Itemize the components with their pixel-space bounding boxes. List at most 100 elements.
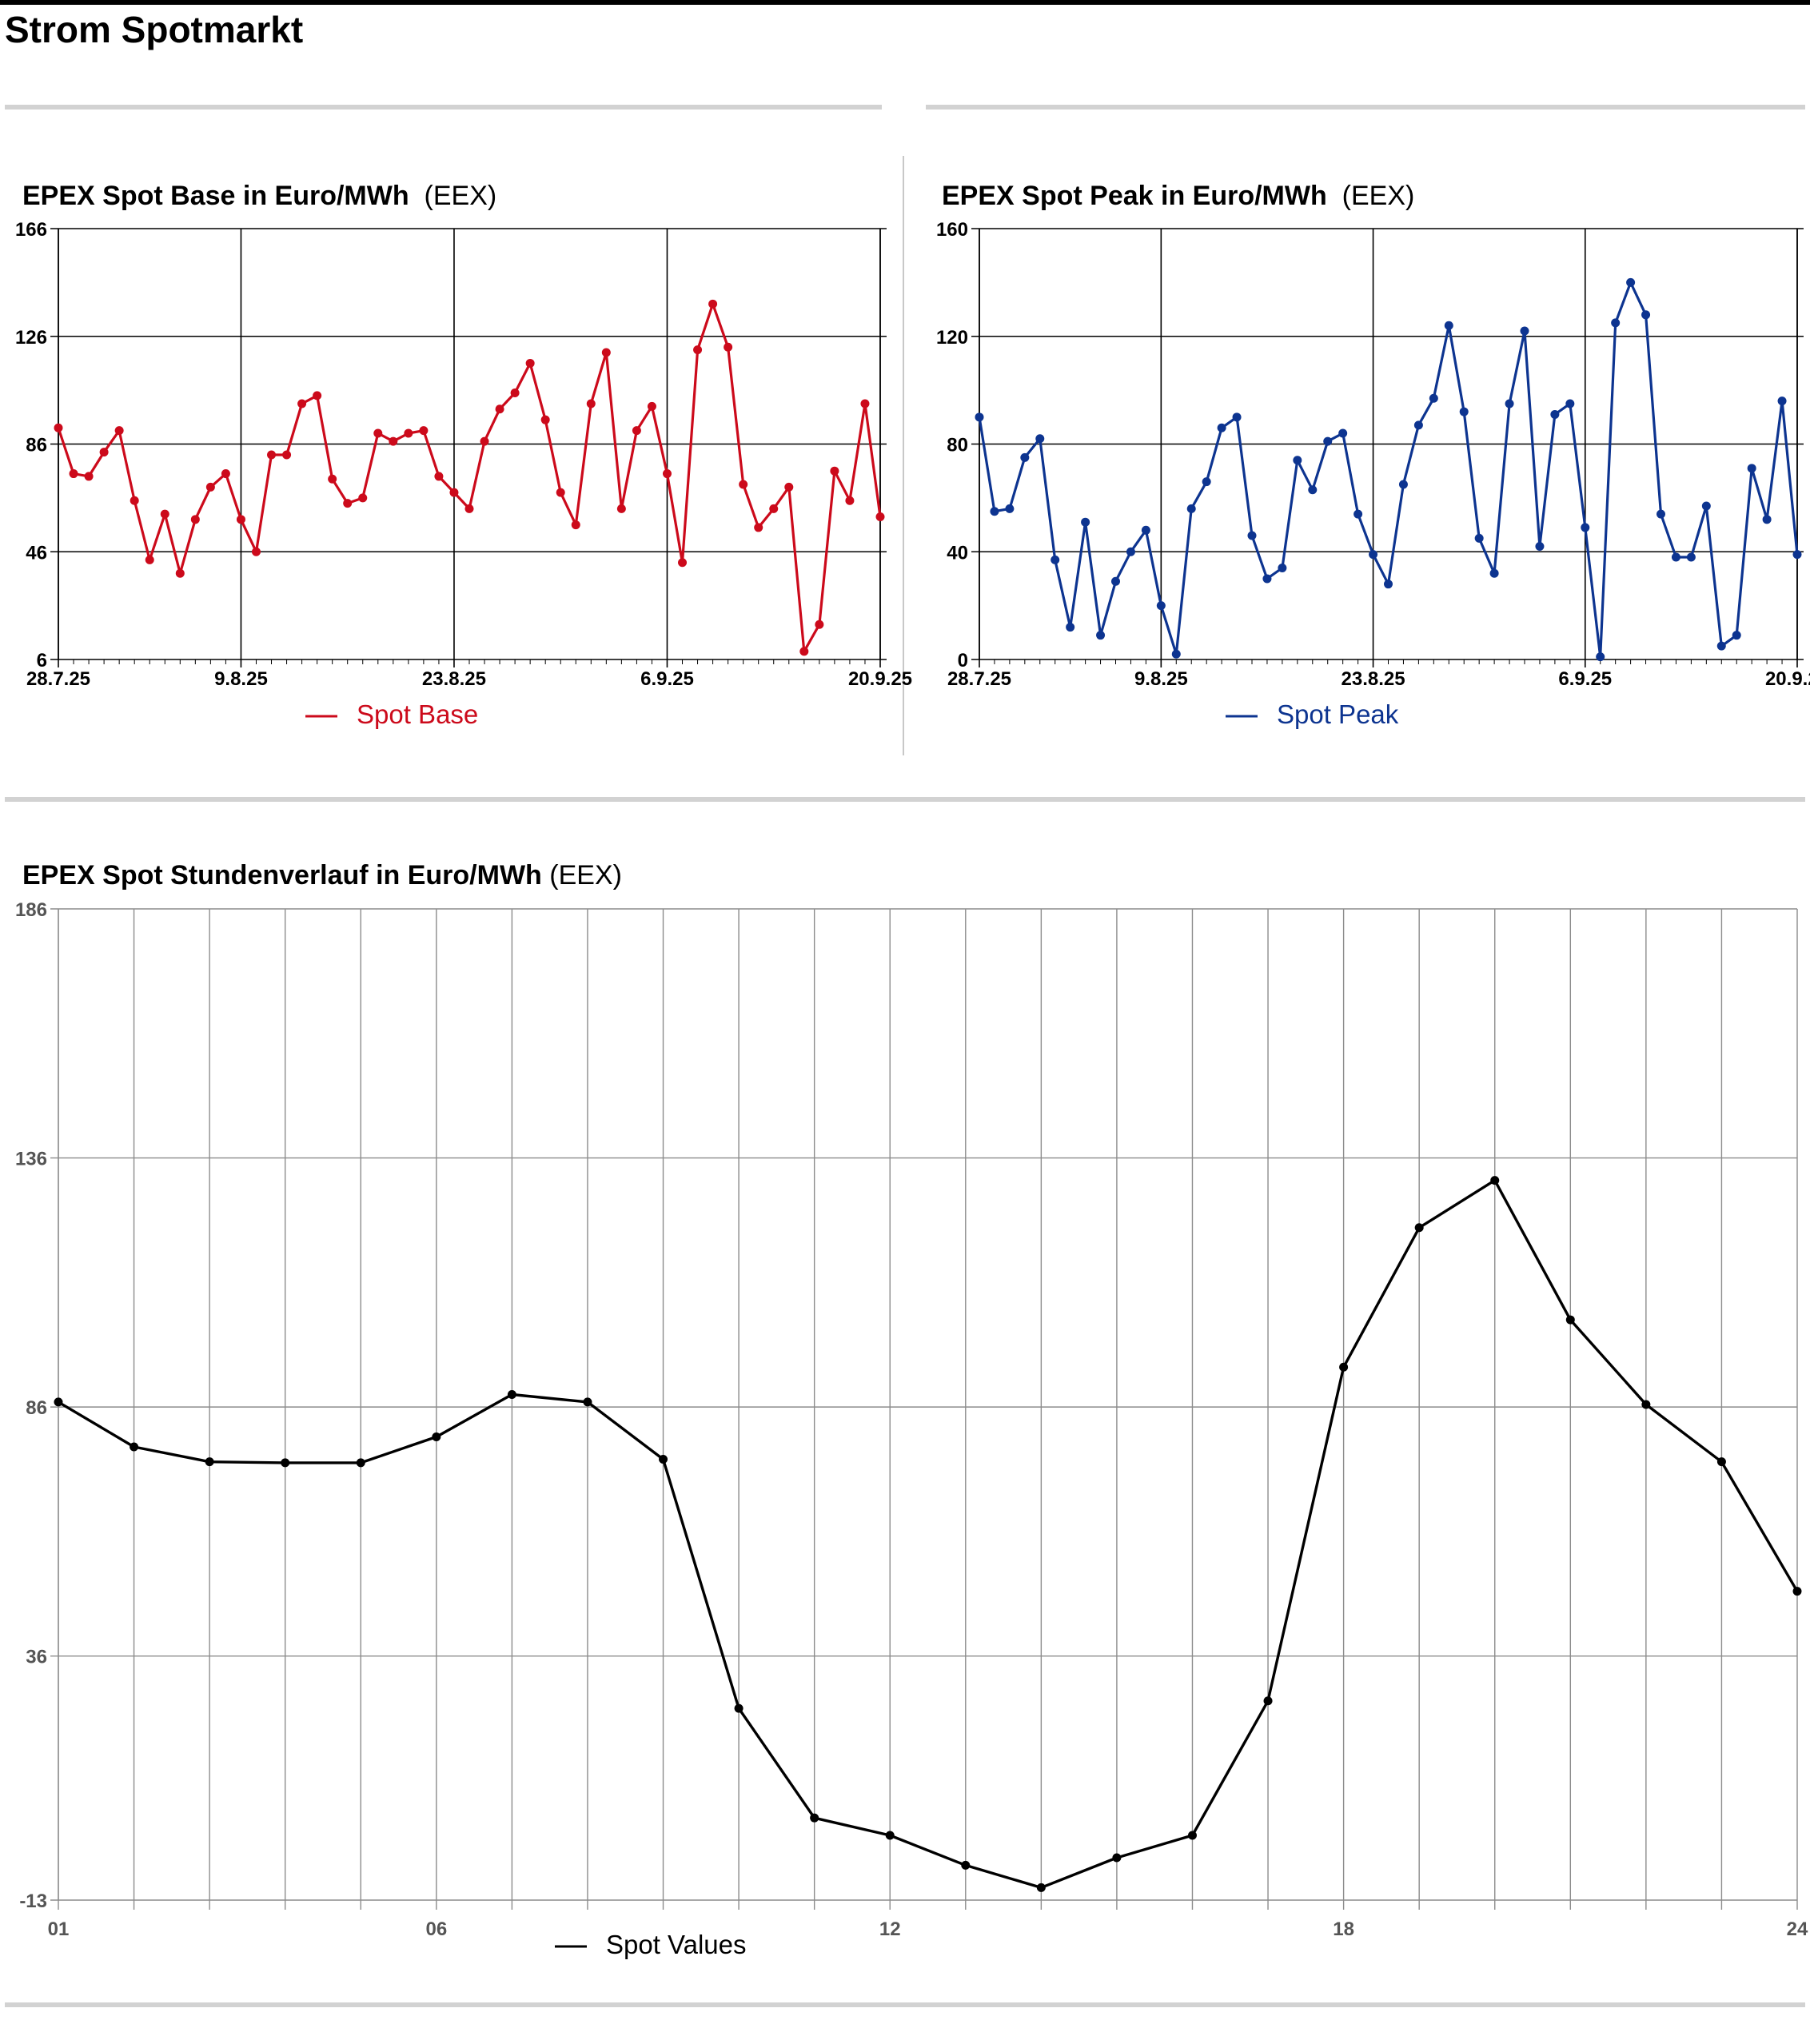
data-point: [1202, 477, 1211, 487]
data-point: [1565, 399, 1575, 408]
data-point: [1565, 1315, 1575, 1325]
data-point: [1112, 1853, 1122, 1863]
data-point: [343, 499, 353, 508]
y-tick-label: 36: [26, 1647, 47, 1668]
data-point: [282, 450, 292, 460]
data-point: [990, 507, 999, 516]
data-point: [145, 555, 154, 564]
data-point: [69, 469, 78, 479]
data-point: [1747, 464, 1756, 473]
data-point: [1414, 1223, 1424, 1233]
data-point: [1535, 542, 1545, 552]
y-tick-label: 46: [26, 542, 47, 564]
data-point: [1716, 641, 1726, 651]
data-point: [160, 509, 169, 519]
data-point: [1596, 652, 1605, 662]
data-point: [1308, 485, 1318, 495]
data-point: [810, 1813, 819, 1823]
data-point: [860, 399, 870, 408]
data-point: [583, 1397, 592, 1407]
peak-chart-source: (EEX): [1342, 181, 1415, 211]
data-point: [1035, 434, 1045, 444]
data-point: [1051, 555, 1060, 564]
peak-chart: 0 40 80 120 160 28.7.25 9.8.25 23.8.25 6.9.25 20.…: [936, 219, 1810, 729]
data-point: [1611, 318, 1621, 328]
data-point: [281, 1458, 290, 1468]
data-point: [1338, 428, 1348, 438]
data-point: [1626, 277, 1636, 287]
data-point: [358, 493, 368, 503]
data-point: [1444, 321, 1453, 330]
data-point: [221, 469, 230, 479]
data-point: [845, 496, 855, 505]
data-point: [1505, 399, 1514, 408]
data-point: [1520, 326, 1529, 336]
divider-vertical: [903, 156, 904, 755]
data-point: [1429, 393, 1438, 403]
data-point: [678, 558, 688, 568]
y-tick-label: 80: [947, 435, 968, 456]
data-point: [1671, 552, 1680, 562]
data-point: [480, 436, 489, 446]
data-point: [1186, 504, 1196, 513]
x-tick-label: 6.9.25: [640, 668, 694, 690]
data-point: [54, 1397, 63, 1407]
data-point: [1701, 501, 1711, 511]
data-point: [464, 504, 474, 513]
data-point: [1247, 531, 1257, 540]
data-point: [54, 423, 63, 432]
x-tick-label: 12: [879, 1918, 901, 1940]
data-point: [784, 482, 794, 492]
data-point: [1657, 509, 1665, 519]
data-point: [1081, 517, 1090, 527]
data-point: [1641, 310, 1651, 320]
data-point: [1278, 563, 1287, 572]
data-point: [1777, 396, 1787, 406]
data-point: [724, 342, 733, 352]
y-tick-label: 40: [947, 542, 968, 564]
y-tick-label: 166: [15, 219, 47, 241]
series-line: [57, 302, 882, 653]
data-point: [389, 436, 398, 446]
legend-label: Spot Peak: [1277, 699, 1399, 729]
y-tick-label: 86: [26, 435, 47, 456]
data-point: [1550, 409, 1560, 419]
data-point: [1323, 436, 1333, 446]
y-tick-label: -13: [19, 1891, 47, 1912]
data-point: [190, 515, 200, 524]
data-point: [1217, 423, 1226, 432]
data-point: [1792, 1587, 1802, 1596]
y-tick-label: 186: [15, 899, 47, 921]
data-point: [1581, 523, 1590, 532]
data-point: [267, 450, 277, 460]
top-border: [0, 0, 1810, 5]
data-point: [130, 1442, 139, 1452]
data-point: [616, 504, 626, 513]
data-point: [734, 1703, 744, 1713]
data-point: [540, 415, 550, 424]
data-point: [404, 428, 413, 438]
data-point: [693, 345, 703, 355]
data-point: [1716, 1457, 1726, 1467]
data-point: [586, 399, 596, 408]
data-point: [449, 488, 459, 497]
data-point: [297, 399, 307, 408]
data-point: [434, 472, 444, 481]
data-point: [769, 504, 779, 513]
data-point: [99, 448, 109, 457]
base-chart-title: EPEX Spot Base in Euro/MWh (EEX): [22, 181, 496, 212]
x-tick-label: 28.7.25: [26, 668, 90, 690]
data-point: [1474, 533, 1484, 543]
x-tick-label: 24: [1787, 1918, 1808, 1940]
data-point: [419, 426, 429, 436]
data-point: [556, 488, 565, 497]
data-point: [1641, 1400, 1651, 1409]
data-point: [205, 482, 215, 492]
data-point: [875, 512, 885, 521]
hourly-chart-source: (EEX): [549, 860, 622, 891]
data-point: [885, 1831, 895, 1840]
data-point: [251, 547, 261, 556]
legend-label: Spot Values: [606, 1930, 747, 1959]
data-point: [1398, 480, 1408, 489]
